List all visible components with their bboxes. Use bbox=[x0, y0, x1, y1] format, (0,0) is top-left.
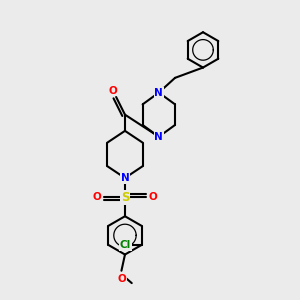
Text: O: O bbox=[148, 192, 157, 202]
Text: O: O bbox=[117, 274, 126, 284]
Text: O: O bbox=[93, 192, 101, 202]
Text: S: S bbox=[121, 190, 129, 204]
Text: O: O bbox=[108, 85, 117, 95]
Text: N: N bbox=[154, 88, 163, 98]
Text: Cl: Cl bbox=[120, 240, 131, 250]
Text: N: N bbox=[121, 173, 129, 183]
Text: N: N bbox=[154, 132, 163, 142]
